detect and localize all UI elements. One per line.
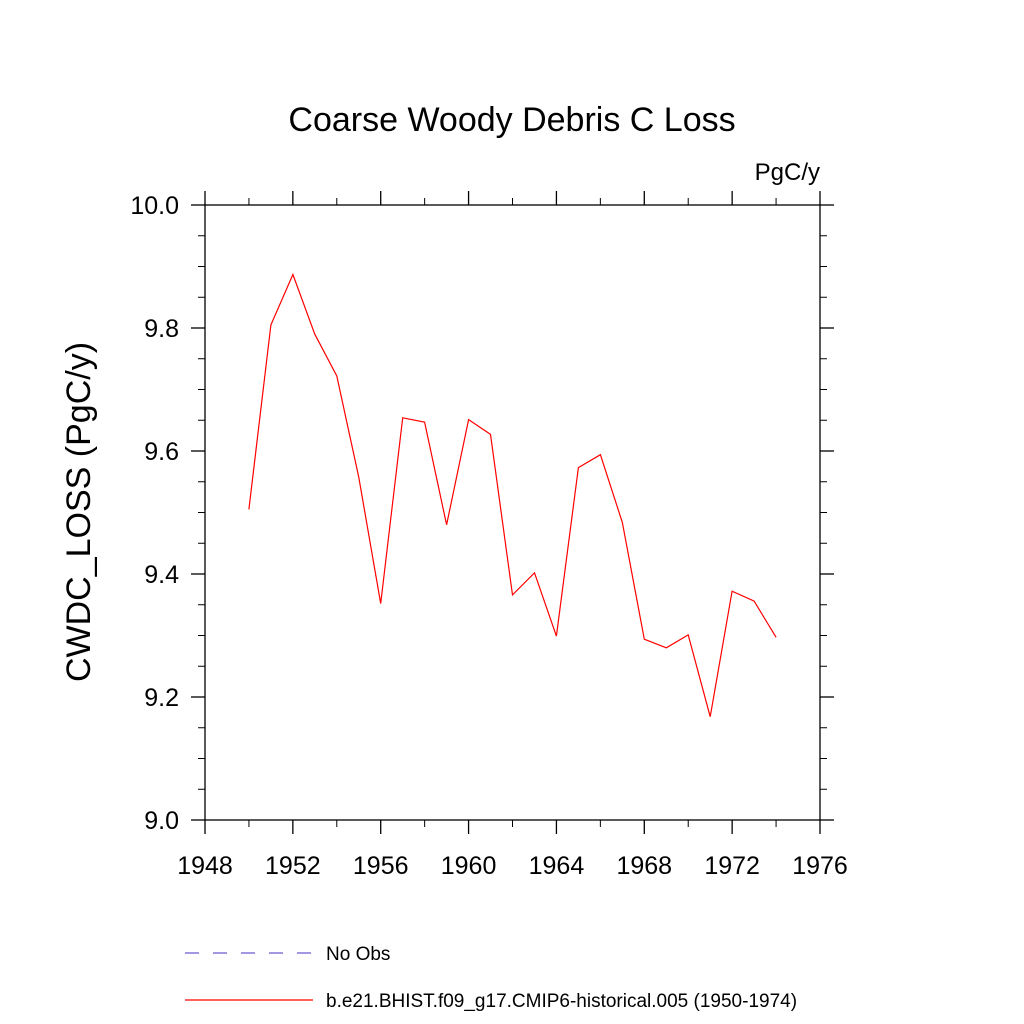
y-tick-label: 10.0 [130,192,179,220]
y-tick-label: 9.8 [144,315,179,343]
x-tick-label: 1972 [704,852,760,880]
x-tick-label: 1968 [616,852,672,880]
x-tick-label: 1960 [441,852,497,880]
axis-ticks [191,191,834,834]
units-label: PgC/y [755,159,820,186]
y-tick-label: 9.2 [144,684,179,712]
x-tick-label: 1948 [177,852,233,880]
plot-frame [204,204,821,821]
x-tick-label: 1976 [792,852,848,880]
y-tick-label: 9.4 [144,561,179,589]
legend-entry-label: b.e21.BHIST.f09_g17.CMIP6-historical.005… [326,991,797,1012]
chart-title: Coarse Woody Debris C Loss [288,101,735,139]
series-group [248,272,777,717]
y-tick-label: 9.0 [144,807,179,835]
y-tick-label: 9.6 [144,438,179,466]
series-line-1 [248,272,777,717]
legend-entry-label: No Obs [326,944,390,965]
axis-tick-labels: 1948 1952 1956 1960 1964 1968 1972 1976 9.0 9.2 9.… [130,192,847,880]
x-tick-label: 1956 [353,852,409,880]
y-axis-label: CWDC_LOSS (PgC/y) [60,342,98,682]
x-tick-label: 1964 [529,852,585,880]
legend: No Obs b.e21.BHIST.f09_g17.CMIP6-historic… [185,944,797,1012]
x-tick-label: 1952 [265,852,321,880]
